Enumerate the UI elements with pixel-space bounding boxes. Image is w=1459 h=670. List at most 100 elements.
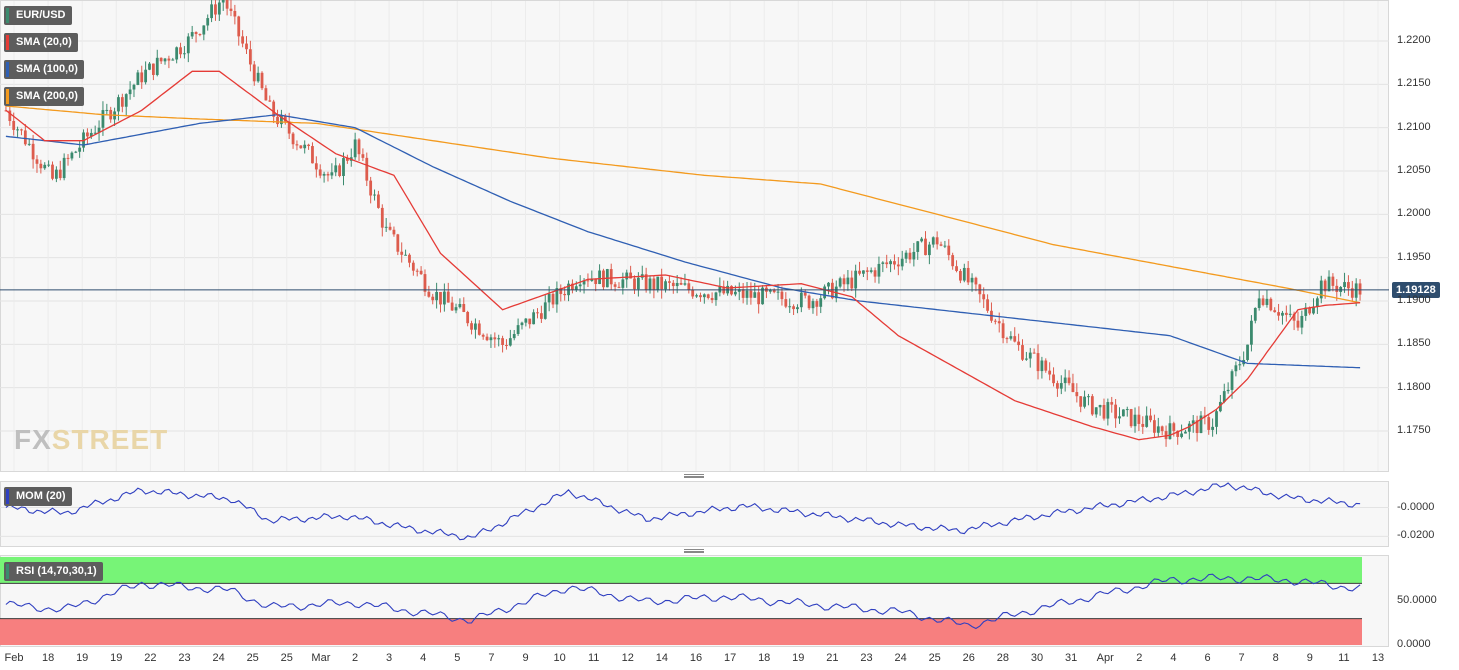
candle-body	[132, 84, 136, 90]
candle-body	[66, 157, 70, 159]
candle-body	[1211, 426, 1215, 430]
candle-body	[373, 194, 376, 196]
candle-body	[493, 337, 497, 340]
time-axis-label: 25	[246, 652, 259, 664]
candle-body	[1176, 430, 1180, 437]
candle-body	[885, 262, 889, 265]
candle-body	[1261, 298, 1265, 305]
candle-body	[784, 299, 788, 307]
candle-body	[1052, 374, 1055, 384]
candle-body	[338, 165, 342, 177]
candle-body	[179, 47, 182, 55]
candle-body	[776, 291, 780, 293]
candle-body	[858, 270, 861, 274]
candle-body	[741, 289, 745, 298]
time-axis-label: 18	[758, 652, 771, 664]
candle-body	[272, 101, 276, 117]
candle-body	[1121, 409, 1125, 417]
time-axis-label: 11	[587, 652, 600, 664]
candle-body	[1358, 283, 1362, 295]
candle-body	[761, 287, 764, 305]
candle-body	[524, 318, 528, 323]
candle-body	[1032, 352, 1036, 354]
sma20-badge[interactable]: SMA (20,0)	[4, 33, 78, 52]
candle-body	[1090, 396, 1094, 415]
candle-body	[842, 278, 846, 285]
candle-body	[1222, 391, 1226, 402]
candle-body	[214, 4, 217, 15]
candle-body	[1226, 389, 1230, 392]
time-axis-label: Mar	[311, 652, 331, 664]
candle-body	[962, 267, 966, 281]
candle-body	[400, 251, 404, 255]
candle-body	[194, 32, 198, 35]
candle-body	[365, 157, 369, 181]
candle-body	[679, 282, 683, 285]
rsi-line	[5, 573, 1361, 630]
candle-body	[904, 252, 908, 259]
candle-body	[1087, 396, 1090, 398]
pane-resize-handle-1[interactable]	[684, 474, 704, 478]
candle-body	[1021, 345, 1024, 360]
candle-body	[392, 229, 396, 235]
candle-body	[695, 295, 698, 297]
candle-body	[1040, 360, 1044, 372]
mom-badge[interactable]: MOM (20)	[4, 487, 72, 506]
candle-body	[951, 255, 955, 267]
sma200-badge[interactable]: SMA (200,0)	[4, 87, 84, 106]
pane-resize-handle-2[interactable]	[684, 549, 704, 553]
candle-body	[908, 252, 912, 260]
candle-body	[1001, 323, 1005, 339]
candle-body	[35, 159, 39, 164]
time-axis-label: 18	[41, 652, 55, 664]
candle-body	[388, 226, 392, 230]
candle-body	[753, 292, 757, 298]
candle-body	[442, 291, 446, 305]
candle-body	[454, 307, 458, 311]
candle-body	[12, 120, 16, 130]
symbol-badge[interactable]: EUR/USD	[4, 6, 72, 25]
candle-body	[1327, 276, 1331, 292]
candle-body	[361, 154, 365, 158]
candle-body	[536, 312, 539, 314]
candle-body	[431, 296, 435, 301]
candle-body	[924, 238, 927, 256]
candle-body	[74, 151, 78, 153]
candle-body	[54, 169, 58, 179]
candle-body	[927, 244, 931, 256]
candle-body	[571, 283, 574, 290]
candle-body	[136, 72, 140, 85]
time-axis-label: 4	[420, 652, 427, 664]
candle-body	[900, 258, 904, 267]
time-axis-label: 4	[1170, 652, 1177, 664]
candle-body	[702, 294, 706, 298]
price-axis-label: 1.1850	[1397, 337, 1431, 350]
sma100-badge[interactable]: SMA (100,0)	[4, 60, 84, 79]
candle-body	[276, 116, 279, 125]
candle-body	[342, 158, 345, 177]
price-axis-label: 1.1800	[1397, 380, 1431, 393]
candle-body	[1156, 426, 1160, 433]
candle-body	[252, 64, 256, 82]
time-axis-label: 30	[1030, 652, 1044, 664]
candle-body	[850, 277, 854, 289]
rsi-badge[interactable]: RSI (14,70,30,1)	[4, 562, 103, 581]
mom-axis-label: -0.0000	[1397, 500, 1435, 513]
candle-body	[1071, 383, 1075, 393]
candle-body	[151, 63, 155, 75]
candle-body	[609, 269, 613, 285]
candle-body	[70, 152, 74, 159]
candle-body	[959, 270, 962, 281]
price-axis-label: 1.2150	[1397, 77, 1431, 90]
candle-body	[86, 132, 89, 137]
candle-body	[792, 306, 795, 310]
candle-body	[598, 270, 601, 285]
sma100-line	[5, 114, 1361, 369]
candle-body	[1133, 414, 1137, 427]
candle-body	[1354, 283, 1358, 298]
candle-body	[183, 53, 186, 55]
candle-body	[1187, 423, 1191, 432]
candle-body	[369, 180, 373, 196]
candle-body	[683, 283, 687, 285]
time-axis-label: Apr	[1096, 652, 1114, 664]
